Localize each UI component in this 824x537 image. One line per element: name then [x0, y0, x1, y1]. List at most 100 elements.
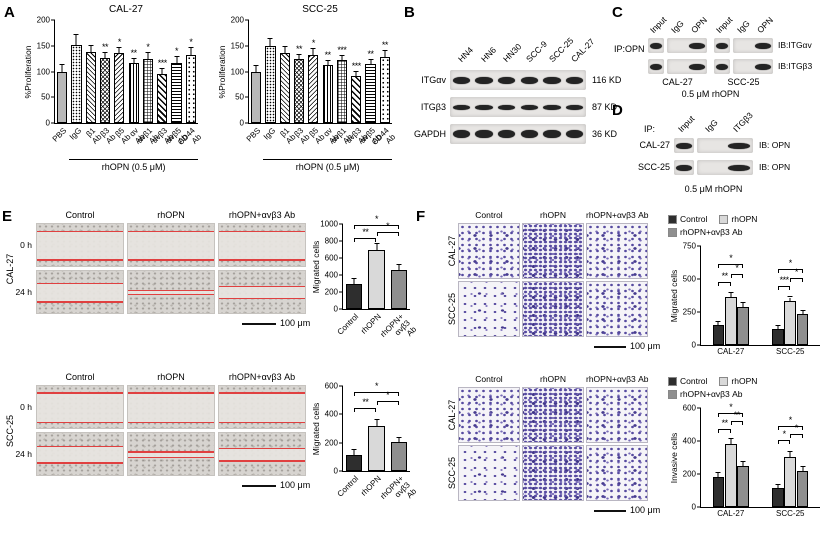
x-tick-label: SCC-25 [776, 347, 805, 356]
y-tick-label: 200 [324, 438, 338, 448]
legend-swatch-rhopn [719, 214, 729, 224]
column-header: Control [475, 374, 503, 384]
legend-item-rhopn: rhOPN [719, 376, 757, 386]
error-bar [104, 52, 106, 59]
y-tick-label: 200 [230, 15, 244, 25]
blot-lane [687, 38, 707, 53]
error-bar [312, 49, 314, 55]
chart-legend: Control rhOPN rhOPN+αvβ3 Ab [668, 214, 757, 240]
wound-edge-line [128, 421, 214, 423]
treatment-caption: 0.5 μM rhOPN [681, 89, 740, 99]
protein-band [475, 76, 493, 84]
lane-label: IgG [668, 18, 686, 35]
legend-label: rhOPN [731, 214, 758, 224]
chart-proliferation-scc25: SCC-25 %Proliferation 0 50 100 150 200 PBS IgG β1… [210, 4, 398, 200]
blot-lane [563, 97, 586, 117]
protein-band [498, 104, 516, 110]
y-tick-label: 0 [333, 304, 338, 314]
error-bar-cap [73, 34, 79, 36]
significance-mark: *** [337, 44, 347, 55]
y-tick-label: 0 [333, 466, 338, 476]
significance-bracket [777, 269, 803, 274]
blot-lane [450, 70, 473, 90]
y-tick-label: 250 [682, 307, 696, 317]
bar [368, 425, 385, 471]
pan el-label-c: C [612, 4, 623, 21]
blot-lane-igg-empty [667, 38, 687, 53]
y-tick-mark [697, 473, 701, 475]
bar [157, 73, 168, 123]
y-tick-mark [697, 440, 701, 442]
blot-lane [753, 59, 773, 74]
y-tick-label: 100 [36, 67, 50, 76]
cell-line-label: SCC-25 [637, 162, 670, 172]
transwell-image [586, 281, 648, 337]
cell-line-label: SCC-25 [727, 77, 760, 87]
protein-band [715, 63, 729, 70]
error-bar [398, 265, 400, 270]
significance-mark: ** [324, 49, 332, 60]
cell-line-label: SCC-25 [447, 292, 457, 326]
error-bar [717, 473, 719, 478]
error-bar-cap [374, 419, 379, 420]
wound-gap-area [219, 286, 305, 298]
y-tick-mark [339, 223, 343, 225]
significance-mark: *** [351, 61, 362, 72]
error-bar-cap [396, 264, 402, 266]
significance-bracket [376, 231, 399, 236]
blot-box-input [674, 138, 694, 153]
y-tick-mark [697, 506, 701, 508]
bar [379, 56, 390, 123]
y-tick-mark [697, 311, 701, 313]
bar [390, 441, 407, 471]
band-size-label: 36 KD [592, 129, 618, 139]
wound-edge-line [128, 259, 214, 261]
error-bar-cap [88, 44, 94, 46]
column-header: rhOPN+αvβ3 Ab [586, 210, 649, 220]
error-bar-cap [728, 438, 734, 440]
column-header: rhOPN [157, 372, 185, 382]
blot-box-input [714, 38, 730, 53]
wound-gap-area [128, 451, 214, 457]
transwell-image [458, 387, 520, 443]
transwell-image [458, 445, 520, 501]
blot-box-ip [733, 38, 773, 53]
error-bar [353, 450, 355, 455]
bar [251, 71, 262, 123]
panel-label-b: B [404, 4, 415, 21]
y-tick-label: 100 [230, 67, 244, 76]
legend-label: Control [680, 376, 708, 386]
protein-band [755, 63, 771, 70]
y-tick-label: 600 [682, 403, 696, 413]
significance-bracket [718, 281, 731, 286]
significance-mark: * [788, 258, 793, 269]
error-bar [742, 461, 744, 466]
blot-box [450, 97, 586, 117]
y-tick-label: 800 [324, 236, 338, 246]
protein-band [520, 76, 538, 84]
x-tick-text: PBS [50, 126, 69, 144]
blot-box-ip [667, 38, 707, 53]
lane-label: HN30 [501, 41, 524, 64]
bar [57, 71, 68, 123]
error-bar-cap [131, 58, 137, 60]
blot-lane-igg-empty [697, 138, 725, 153]
bar [99, 58, 111, 123]
error-bar-cap [351, 449, 357, 451]
error-bar [789, 451, 791, 457]
column-header: rhOPN+αvβ3 Ab [586, 374, 649, 384]
wound-image [218, 270, 306, 314]
significance-mark: * [311, 38, 316, 49]
error-bar [742, 302, 744, 307]
transwell-image [522, 223, 584, 279]
wound-edge-line [219, 460, 305, 462]
wound-gap-area [37, 445, 123, 463]
bar [265, 45, 276, 123]
wound-image [36, 432, 124, 476]
plot-area: 0 250 500 750 CAL-27 SCC-25 ** * * *** * * [683, 242, 820, 356]
x-tick-text: rhOPN+ αvβ3 Ab [378, 474, 419, 501]
error-bar [269, 39, 271, 46]
error-bar [730, 439, 732, 445]
timepoint-label: 0 h [20, 402, 32, 412]
chart-wound-migrated-scc25: Migrated cells 0 200 400 600 Control rhOPN rhOP… [306, 376, 418, 530]
